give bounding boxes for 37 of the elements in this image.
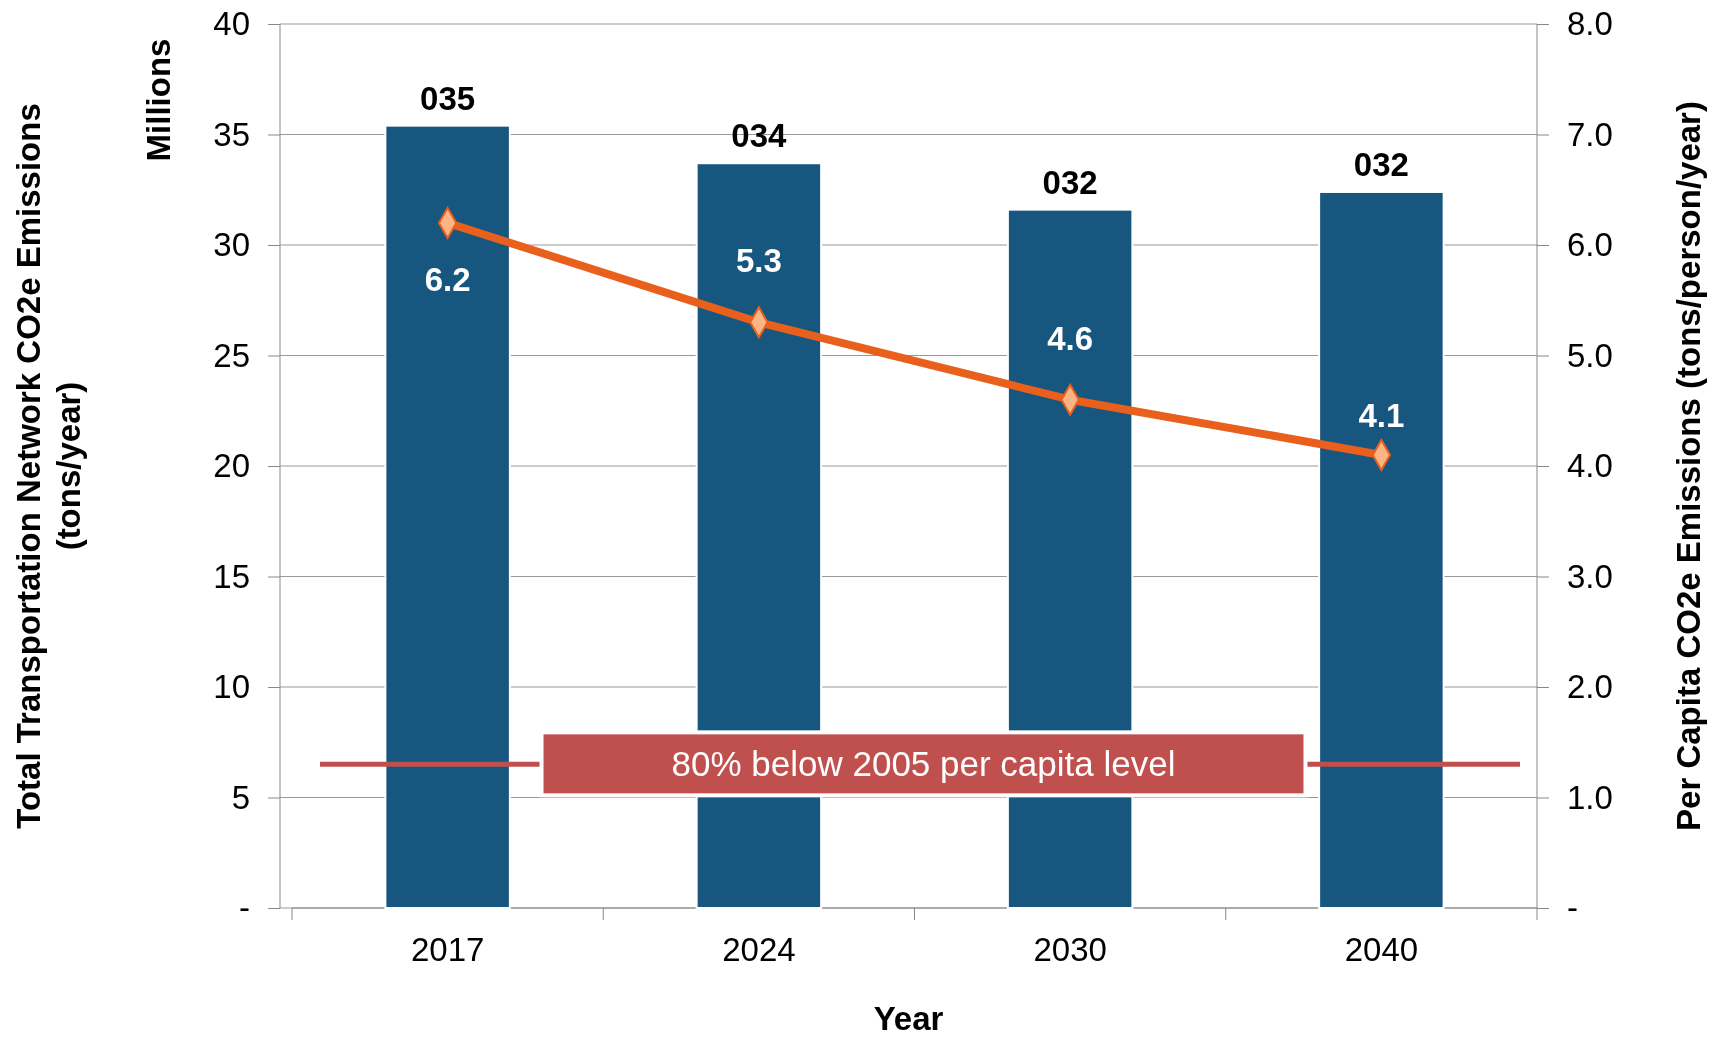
y-tick-label: 35 bbox=[213, 115, 250, 153]
x-axis-title: Year bbox=[873, 1000, 944, 1037]
text: Millions bbox=[140, 38, 177, 162]
data-label: 034 bbox=[731, 117, 788, 155]
y-tick-label: 15 bbox=[213, 557, 250, 595]
y-tick-label: - bbox=[239, 889, 250, 927]
data-label: 4.6 bbox=[1047, 319, 1094, 357]
y2-tick-label: 3.0 bbox=[1567, 557, 1613, 595]
y-tick-label: 20 bbox=[213, 447, 250, 485]
data-label: 6.2 bbox=[424, 260, 471, 298]
y2-axis-title: Per Capita CO2e Emissions (tons/person/year) bbox=[1670, 101, 1707, 831]
y-tick-label: 40 bbox=[213, 5, 250, 43]
y2-tick-label: 6.0 bbox=[1567, 226, 1613, 264]
data-label: 035 bbox=[420, 79, 476, 117]
data-label: 032 bbox=[1353, 145, 1409, 183]
y2-tick-label: 1.0 bbox=[1567, 778, 1613, 816]
y-tick-label: 10 bbox=[213, 668, 250, 706]
y2-tick-label: 8.0 bbox=[1567, 5, 1613, 43]
data-label: 032 bbox=[1042, 163, 1098, 201]
y2-tick-label: 4.0 bbox=[1567, 447, 1613, 485]
bar bbox=[1318, 190, 1445, 909]
y-axis-title: Total Transportation Network CO2e Emissions (tons/year) bbox=[10, 103, 87, 829]
data-label: 4.1 bbox=[1358, 396, 1405, 434]
y-tick-label: 5 bbox=[231, 778, 250, 816]
y-tick-label: 25 bbox=[213, 336, 250, 374]
y2-tick-label: 2.0 bbox=[1567, 668, 1613, 706]
y2-tick-label: 7.0 bbox=[1567, 115, 1613, 153]
y2-tick-label: - bbox=[1567, 889, 1578, 927]
data-label: 5.3 bbox=[735, 242, 782, 280]
y-tick-label: 30 bbox=[213, 226, 250, 264]
ref-line-label: 80% below 2005 per capita level bbox=[671, 744, 1176, 784]
x-tick-label: 2030 bbox=[1033, 931, 1107, 969]
x-tick-label: 2040 bbox=[1344, 931, 1419, 969]
bar bbox=[384, 124, 511, 909]
y2-tick-label: 5.0 bbox=[1567, 336, 1613, 374]
x-tick-label: 2017 bbox=[410, 931, 485, 969]
x-tick-label: 2024 bbox=[722, 931, 796, 969]
